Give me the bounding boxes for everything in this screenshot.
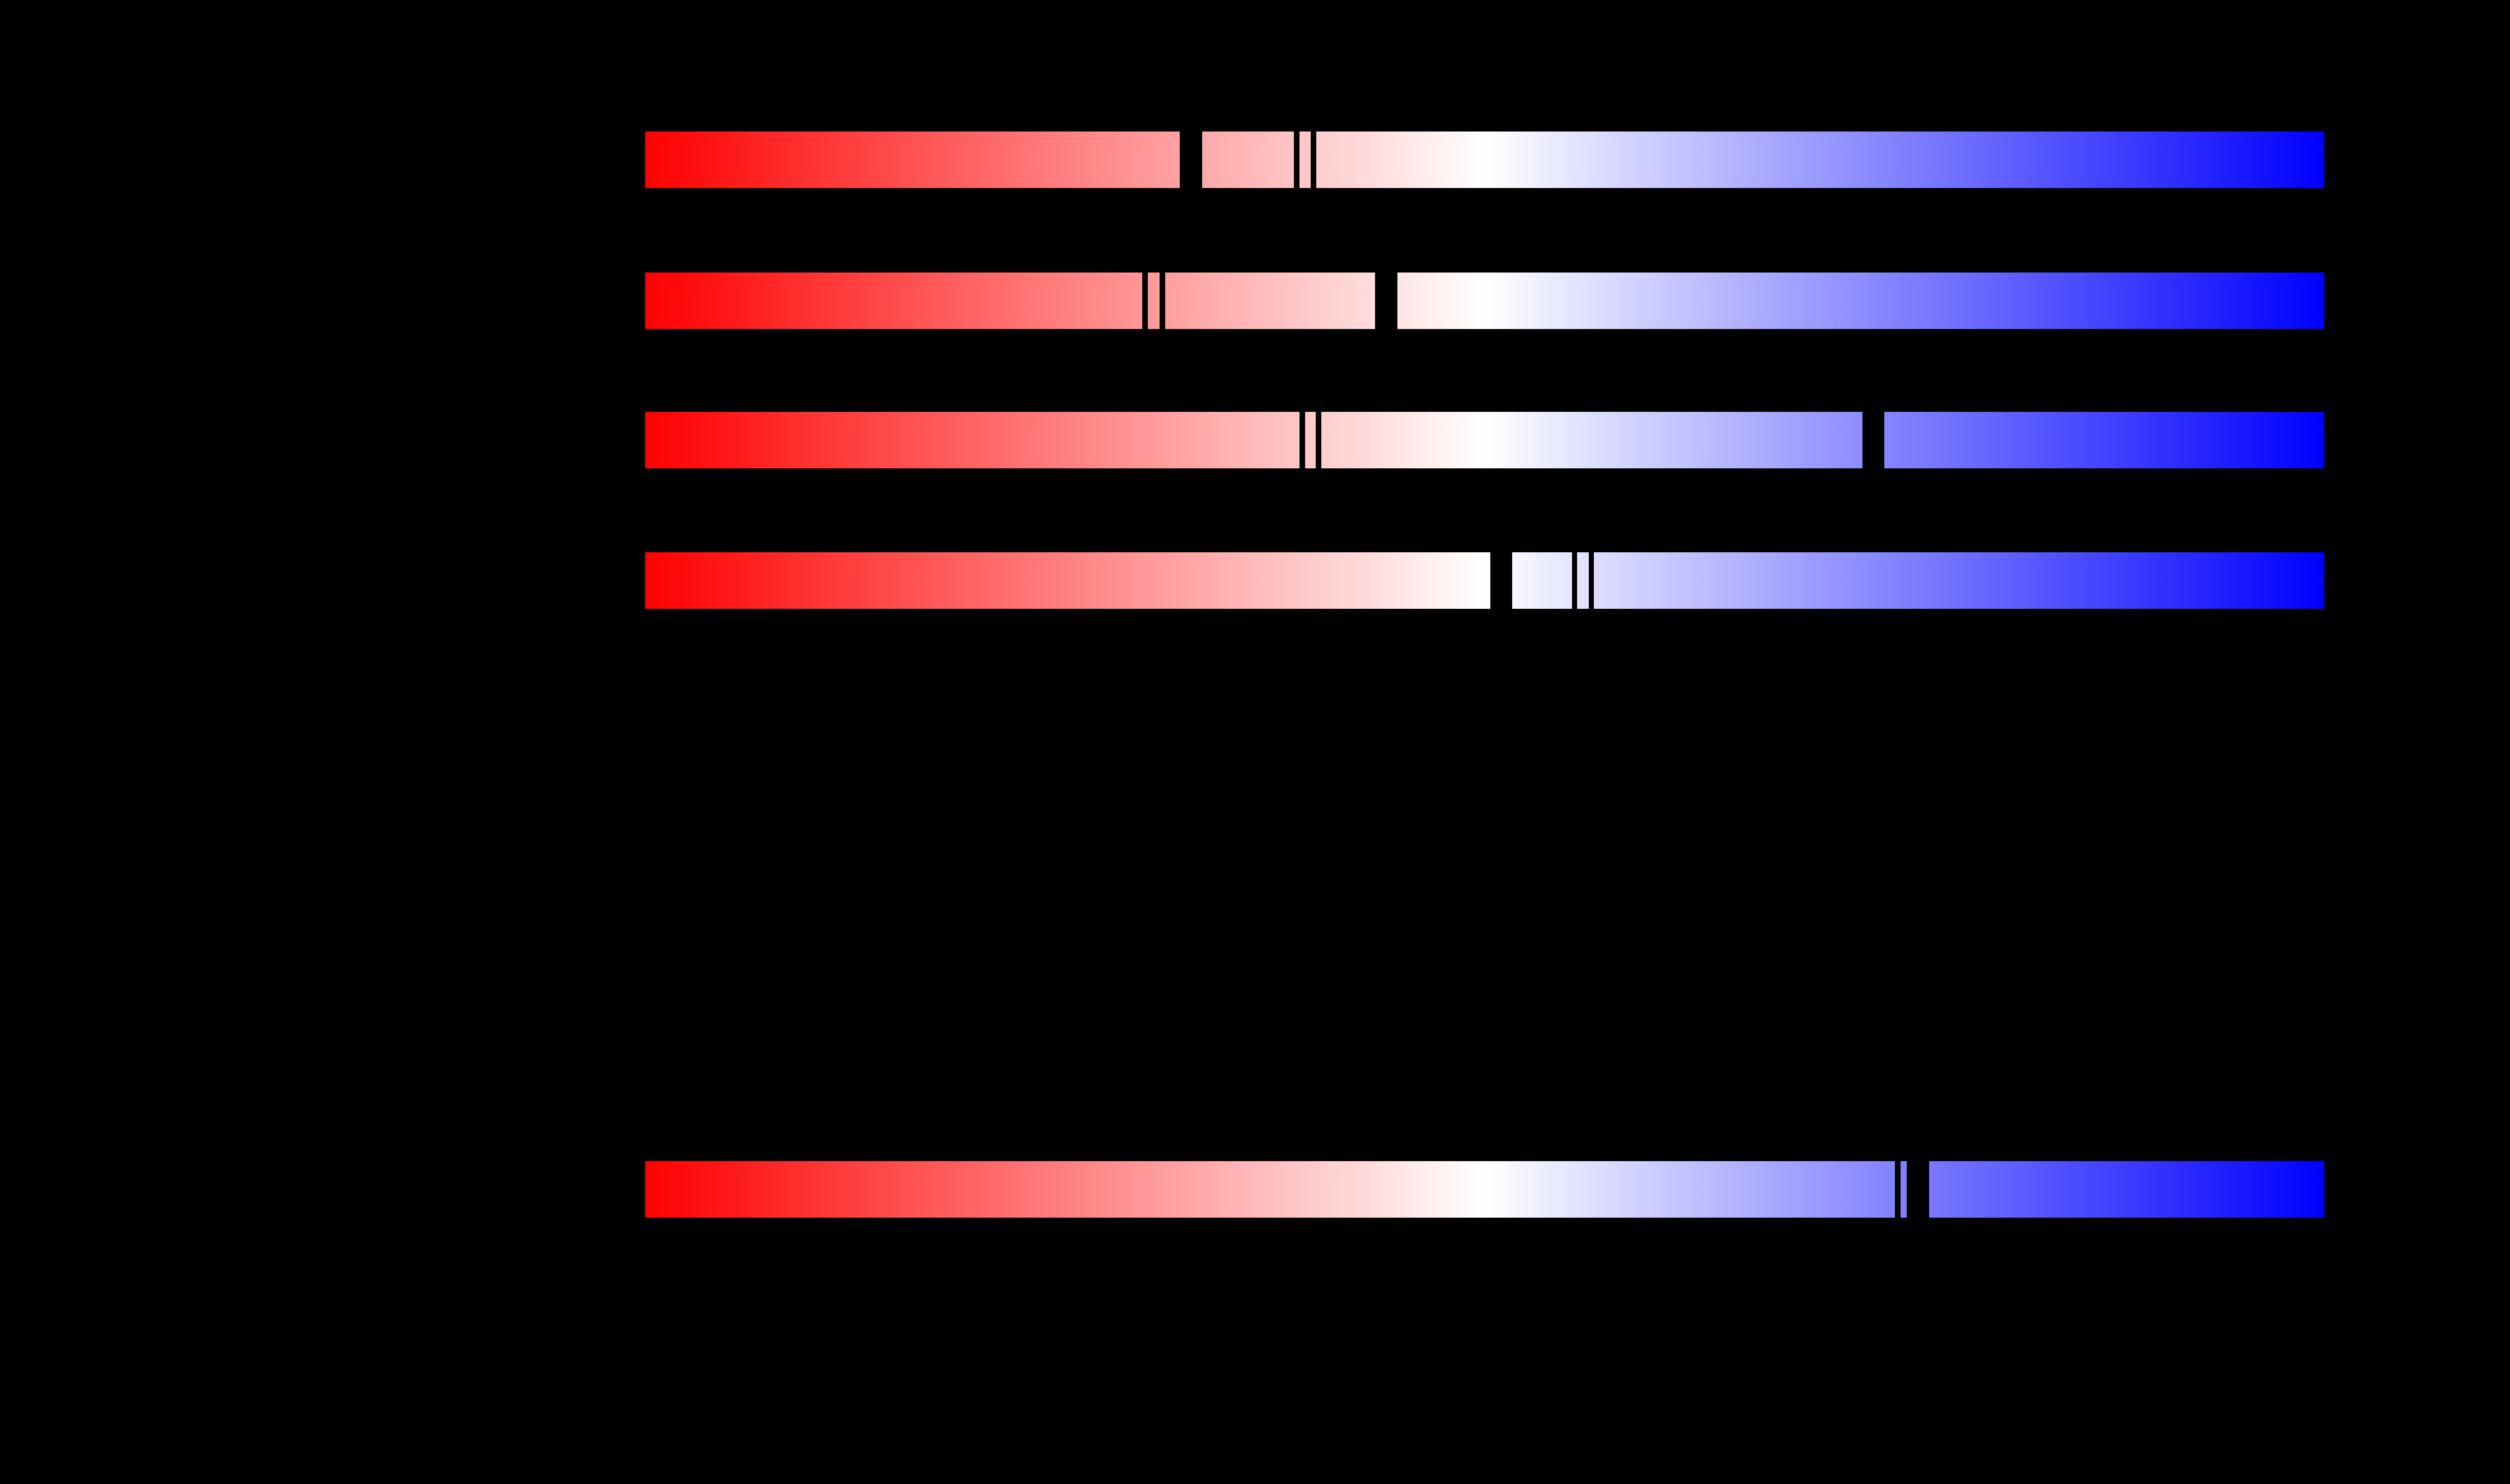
marker-thin-row-2 xyxy=(1142,273,1148,329)
marker-thick-row-1 xyxy=(1180,132,1202,188)
marker-thin-row-5 xyxy=(1895,1161,1901,1218)
marker-thick-row-4 xyxy=(1490,552,1512,609)
marker-thick-row-5 xyxy=(1907,1161,1929,1218)
marker-thin-row-1 xyxy=(1294,132,1299,188)
gradient-bar-row-2 xyxy=(645,273,2324,329)
marker-thin-row-4 xyxy=(1572,552,1577,609)
marker-thick-row-3 xyxy=(1862,412,1884,468)
marker-thin-row-3 xyxy=(1299,412,1305,468)
marker-thick-row-2 xyxy=(1375,273,1397,329)
marker-thin-row-2 xyxy=(1160,273,1165,329)
marker-thin-row-3 xyxy=(1316,412,1321,468)
gradient-bar-row-5 xyxy=(645,1161,2324,1218)
marker-thin-row-4 xyxy=(1589,552,1594,609)
gradient-bar-row-3 xyxy=(645,412,2324,468)
gradient-bar-row-1 xyxy=(645,132,2324,188)
marker-thin-row-1 xyxy=(1311,132,1316,188)
gradient-bar-row-4 xyxy=(645,552,2324,609)
